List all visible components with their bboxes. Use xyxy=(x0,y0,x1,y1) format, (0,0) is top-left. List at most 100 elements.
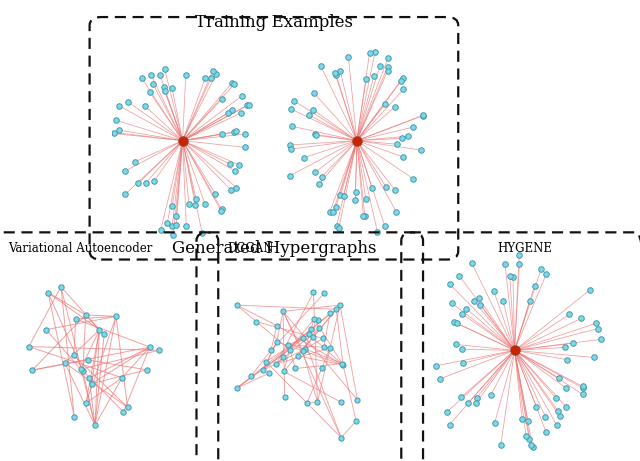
Point xyxy=(231,128,241,135)
Point xyxy=(475,301,485,308)
Point xyxy=(397,153,408,160)
Point xyxy=(285,172,295,179)
Point xyxy=(589,354,599,361)
Point xyxy=(145,88,155,95)
Point xyxy=(225,160,236,168)
Point xyxy=(442,408,452,415)
Point xyxy=(352,396,362,403)
Point xyxy=(141,366,152,373)
Point xyxy=(317,364,327,372)
Point xyxy=(244,101,254,108)
Point xyxy=(156,226,166,234)
Point xyxy=(500,260,510,268)
Point xyxy=(488,287,499,295)
Point xyxy=(514,252,524,259)
Point xyxy=(301,400,312,407)
Point xyxy=(319,290,330,297)
Point xyxy=(129,158,140,165)
Point xyxy=(334,224,344,231)
Point xyxy=(447,300,457,307)
Point xyxy=(231,184,241,191)
Point xyxy=(56,283,66,290)
Point xyxy=(471,399,481,407)
Point xyxy=(319,343,329,350)
Point xyxy=(122,403,132,411)
Point xyxy=(338,361,348,369)
Point xyxy=(190,201,200,209)
Point xyxy=(486,391,496,399)
Point xyxy=(28,366,38,374)
Point xyxy=(232,301,242,309)
Point xyxy=(271,361,282,368)
Point xyxy=(417,112,428,119)
Point xyxy=(383,54,393,61)
Point xyxy=(461,305,472,312)
Point xyxy=(313,317,323,324)
Point xyxy=(229,129,239,136)
Point xyxy=(167,202,177,209)
Point xyxy=(550,394,561,402)
Point xyxy=(70,315,81,323)
Point xyxy=(236,109,246,117)
Point xyxy=(498,297,508,305)
Text: DCGAN: DCGAN xyxy=(228,242,274,254)
Point xyxy=(309,315,319,322)
Point xyxy=(278,307,288,315)
Point xyxy=(331,203,341,211)
Point xyxy=(286,106,296,113)
Point xyxy=(474,294,484,301)
Point xyxy=(240,144,250,151)
Point xyxy=(408,175,418,182)
Point xyxy=(232,384,242,392)
Point xyxy=(317,173,327,181)
Point xyxy=(120,190,131,198)
Point xyxy=(225,186,236,193)
Text: Variational Autoencoder: Variational Autoencoder xyxy=(8,242,152,254)
Point xyxy=(117,374,127,381)
Point xyxy=(508,273,518,280)
Point xyxy=(352,137,362,144)
Point xyxy=(370,48,380,56)
Point xyxy=(331,71,341,79)
Point xyxy=(145,343,155,351)
Point xyxy=(531,403,541,411)
Point xyxy=(210,190,220,197)
Point xyxy=(350,196,360,204)
Point xyxy=(325,309,335,317)
Point xyxy=(358,213,369,220)
Point xyxy=(146,71,156,78)
Point xyxy=(304,112,314,119)
Point xyxy=(90,422,100,429)
Point xyxy=(200,201,211,208)
Point xyxy=(167,84,177,91)
Point xyxy=(41,326,51,333)
Point xyxy=(540,413,550,420)
Point xyxy=(339,192,349,200)
Point xyxy=(490,420,500,427)
Point xyxy=(308,289,319,296)
Point xyxy=(445,280,455,288)
Point xyxy=(553,408,563,415)
Point xyxy=(291,365,301,372)
Point xyxy=(68,352,79,359)
Point xyxy=(227,79,237,87)
Point xyxy=(452,319,462,327)
Point xyxy=(289,97,300,105)
Point xyxy=(76,366,86,373)
Point xyxy=(308,333,319,341)
Point xyxy=(351,189,361,196)
Point xyxy=(523,418,533,425)
Point xyxy=(104,130,114,137)
Point xyxy=(230,167,240,174)
Point xyxy=(561,356,572,363)
Point xyxy=(596,336,606,343)
Point xyxy=(168,231,179,238)
Point xyxy=(246,372,257,379)
Point xyxy=(456,394,466,401)
Point xyxy=(372,228,383,236)
Point xyxy=(217,95,227,102)
Point xyxy=(278,353,288,361)
Point xyxy=(383,67,393,75)
Point xyxy=(335,398,346,406)
Point xyxy=(308,106,318,113)
